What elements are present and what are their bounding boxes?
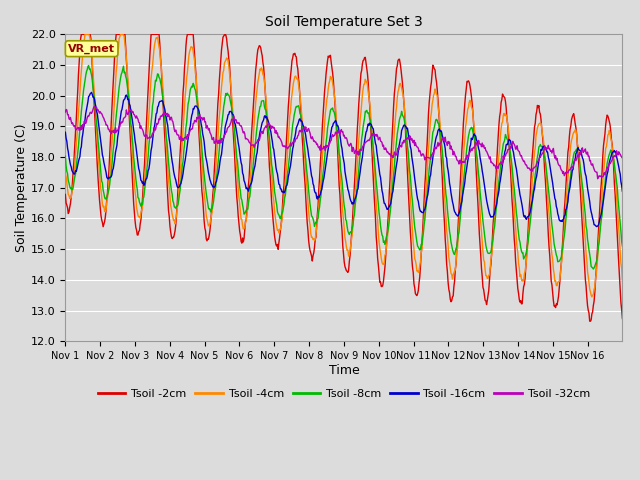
Legend: Tsoil -2cm, Tsoil -4cm, Tsoil -8cm, Tsoil -16cm, Tsoil -32cm: Tsoil -2cm, Tsoil -4cm, Tsoil -8cm, Tsoi… [93, 384, 595, 403]
Title: Soil Temperature Set 3: Soil Temperature Set 3 [265, 15, 423, 29]
Y-axis label: Soil Temperature (C): Soil Temperature (C) [15, 123, 28, 252]
Text: VR_met: VR_met [68, 44, 115, 54]
X-axis label: Time: Time [328, 364, 359, 377]
